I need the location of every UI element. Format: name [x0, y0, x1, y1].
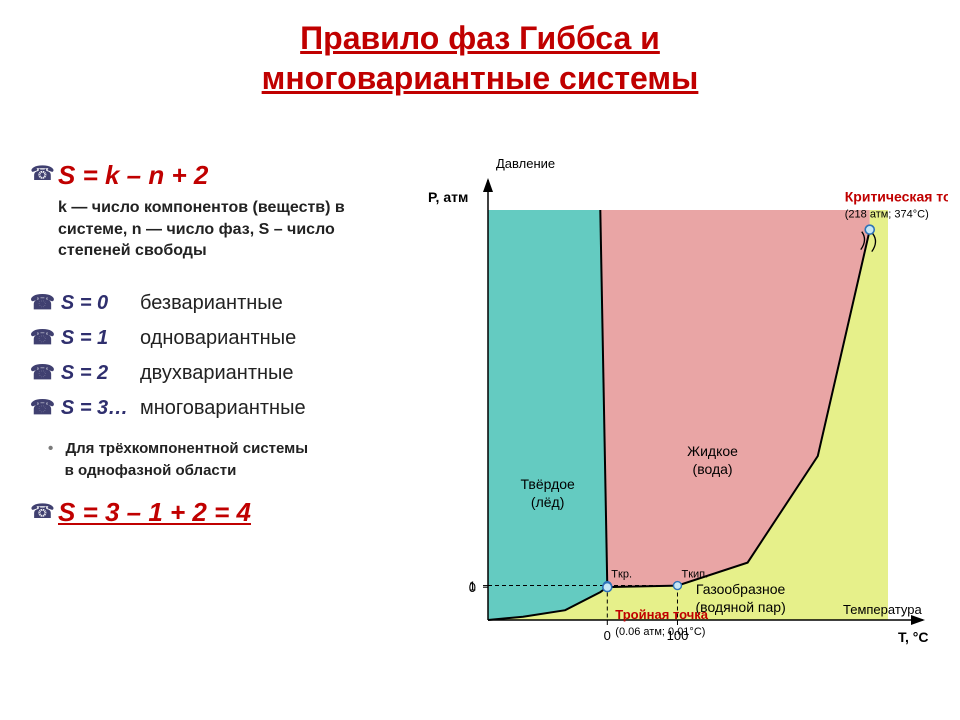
phone-icon: ☎	[30, 362, 55, 384]
three-comp-paragraph: • Для трёхкомпонентной системы в однофаз…	[48, 438, 400, 483]
phone-icon: ☎	[30, 160, 58, 186]
page-title: Правило фаз Гиббса и многовариантные сис…	[0, 18, 960, 98]
region-solid	[488, 210, 607, 620]
phone-icon: ☎	[30, 500, 58, 524]
case-label: одновариантные	[140, 327, 296, 350]
x-axis-unit: T, °C	[898, 629, 929, 645]
case-label: многовариантные	[140, 397, 306, 420]
left-column: ☎ S = k – n + 2 k — число компонентов (в…	[30, 160, 400, 528]
x-tick-label: 0	[604, 628, 611, 643]
triple-point	[603, 583, 612, 592]
case-row: ☎S = 1одновариантные	[30, 325, 400, 350]
three-comp-line1: Для трёхкомпонентной системы	[65, 440, 308, 457]
bullet-icon: •	[48, 440, 53, 457]
formula-main-row: ☎ S = k – n + 2	[30, 160, 400, 191]
case-s: ☎S = 1	[30, 325, 140, 350]
case-row: ☎S = 0безвариантные	[30, 290, 400, 315]
phase-diagram: ДавлениеP, атмТемператураT, °C010100Tкр.…	[398, 130, 948, 700]
phone-icon: ☎	[30, 397, 55, 419]
y-axis-unit: P, атм	[428, 189, 468, 205]
formula-result: S = 3 – 1 + 2 = 4	[58, 497, 251, 528]
critical-point	[865, 225, 874, 234]
phone-icon: ☎	[30, 292, 55, 314]
formula-desc: k — число компонентов (веществ) в систем…	[58, 197, 400, 262]
case-row: ☎S = 3…многовариантные	[30, 395, 400, 420]
phone-icon: ☎	[30, 327, 55, 349]
phase-diagram-svg: ДавлениеP, атмТемператураT, °C010100Tкр.…	[398, 130, 948, 700]
x-axis-title: Температура	[843, 602, 923, 617]
formula-result-row: ☎ S = 3 – 1 + 2 = 4	[30, 497, 400, 528]
triple-point-label: Тройная точка	[615, 607, 708, 622]
case-s: ☎S = 2	[30, 360, 140, 385]
formula-main: S = k – n + 2	[58, 160, 208, 191]
critical-point-sub: (218 атм; 374°C)	[845, 209, 929, 221]
case-s: ☎S = 0	[30, 290, 140, 315]
y-tick-label: 1	[469, 579, 476, 594]
critical-point-label: Критическая точка	[845, 189, 948, 205]
label-tkr: Tкр.	[611, 569, 632, 581]
label-liquid1: Жидкое	[687, 443, 738, 459]
label-gas2: (водяной пар)	[696, 599, 786, 615]
label-solid2: (лёд)	[531, 494, 564, 510]
case-label: двухвариантные	[140, 362, 294, 385]
y-axis-arrow	[483, 178, 493, 192]
case-label: безвариантные	[140, 292, 283, 315]
title-line1: Правило фаз Гиббса и	[300, 20, 660, 56]
label-solid1: Твёрдое	[520, 476, 575, 492]
triple-point-sub: (0.06 атм; 0.01°C)	[615, 626, 705, 638]
y-axis-title: Давление	[496, 156, 555, 171]
point-tkip	[673, 582, 681, 590]
label-gas1: Газообразное	[696, 581, 786, 597]
label-liquid2: (вода)	[693, 461, 733, 477]
three-comp-line2: в однофазной области	[65, 462, 237, 479]
case-s: ☎S = 3…	[30, 395, 140, 420]
label-tkip: Tкип.	[681, 569, 708, 581]
case-row: ☎S = 2двухвариантные	[30, 360, 400, 385]
title-line2: многовариантные системы	[262, 60, 699, 96]
cases-list: ☎S = 0безвариантные☎S = 1одновариантные☎…	[30, 290, 400, 420]
